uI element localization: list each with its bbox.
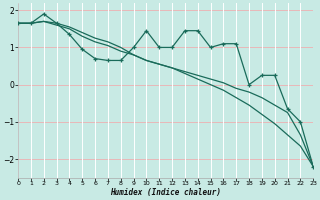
X-axis label: Humidex (Indice chaleur): Humidex (Indice chaleur) [110,188,221,197]
